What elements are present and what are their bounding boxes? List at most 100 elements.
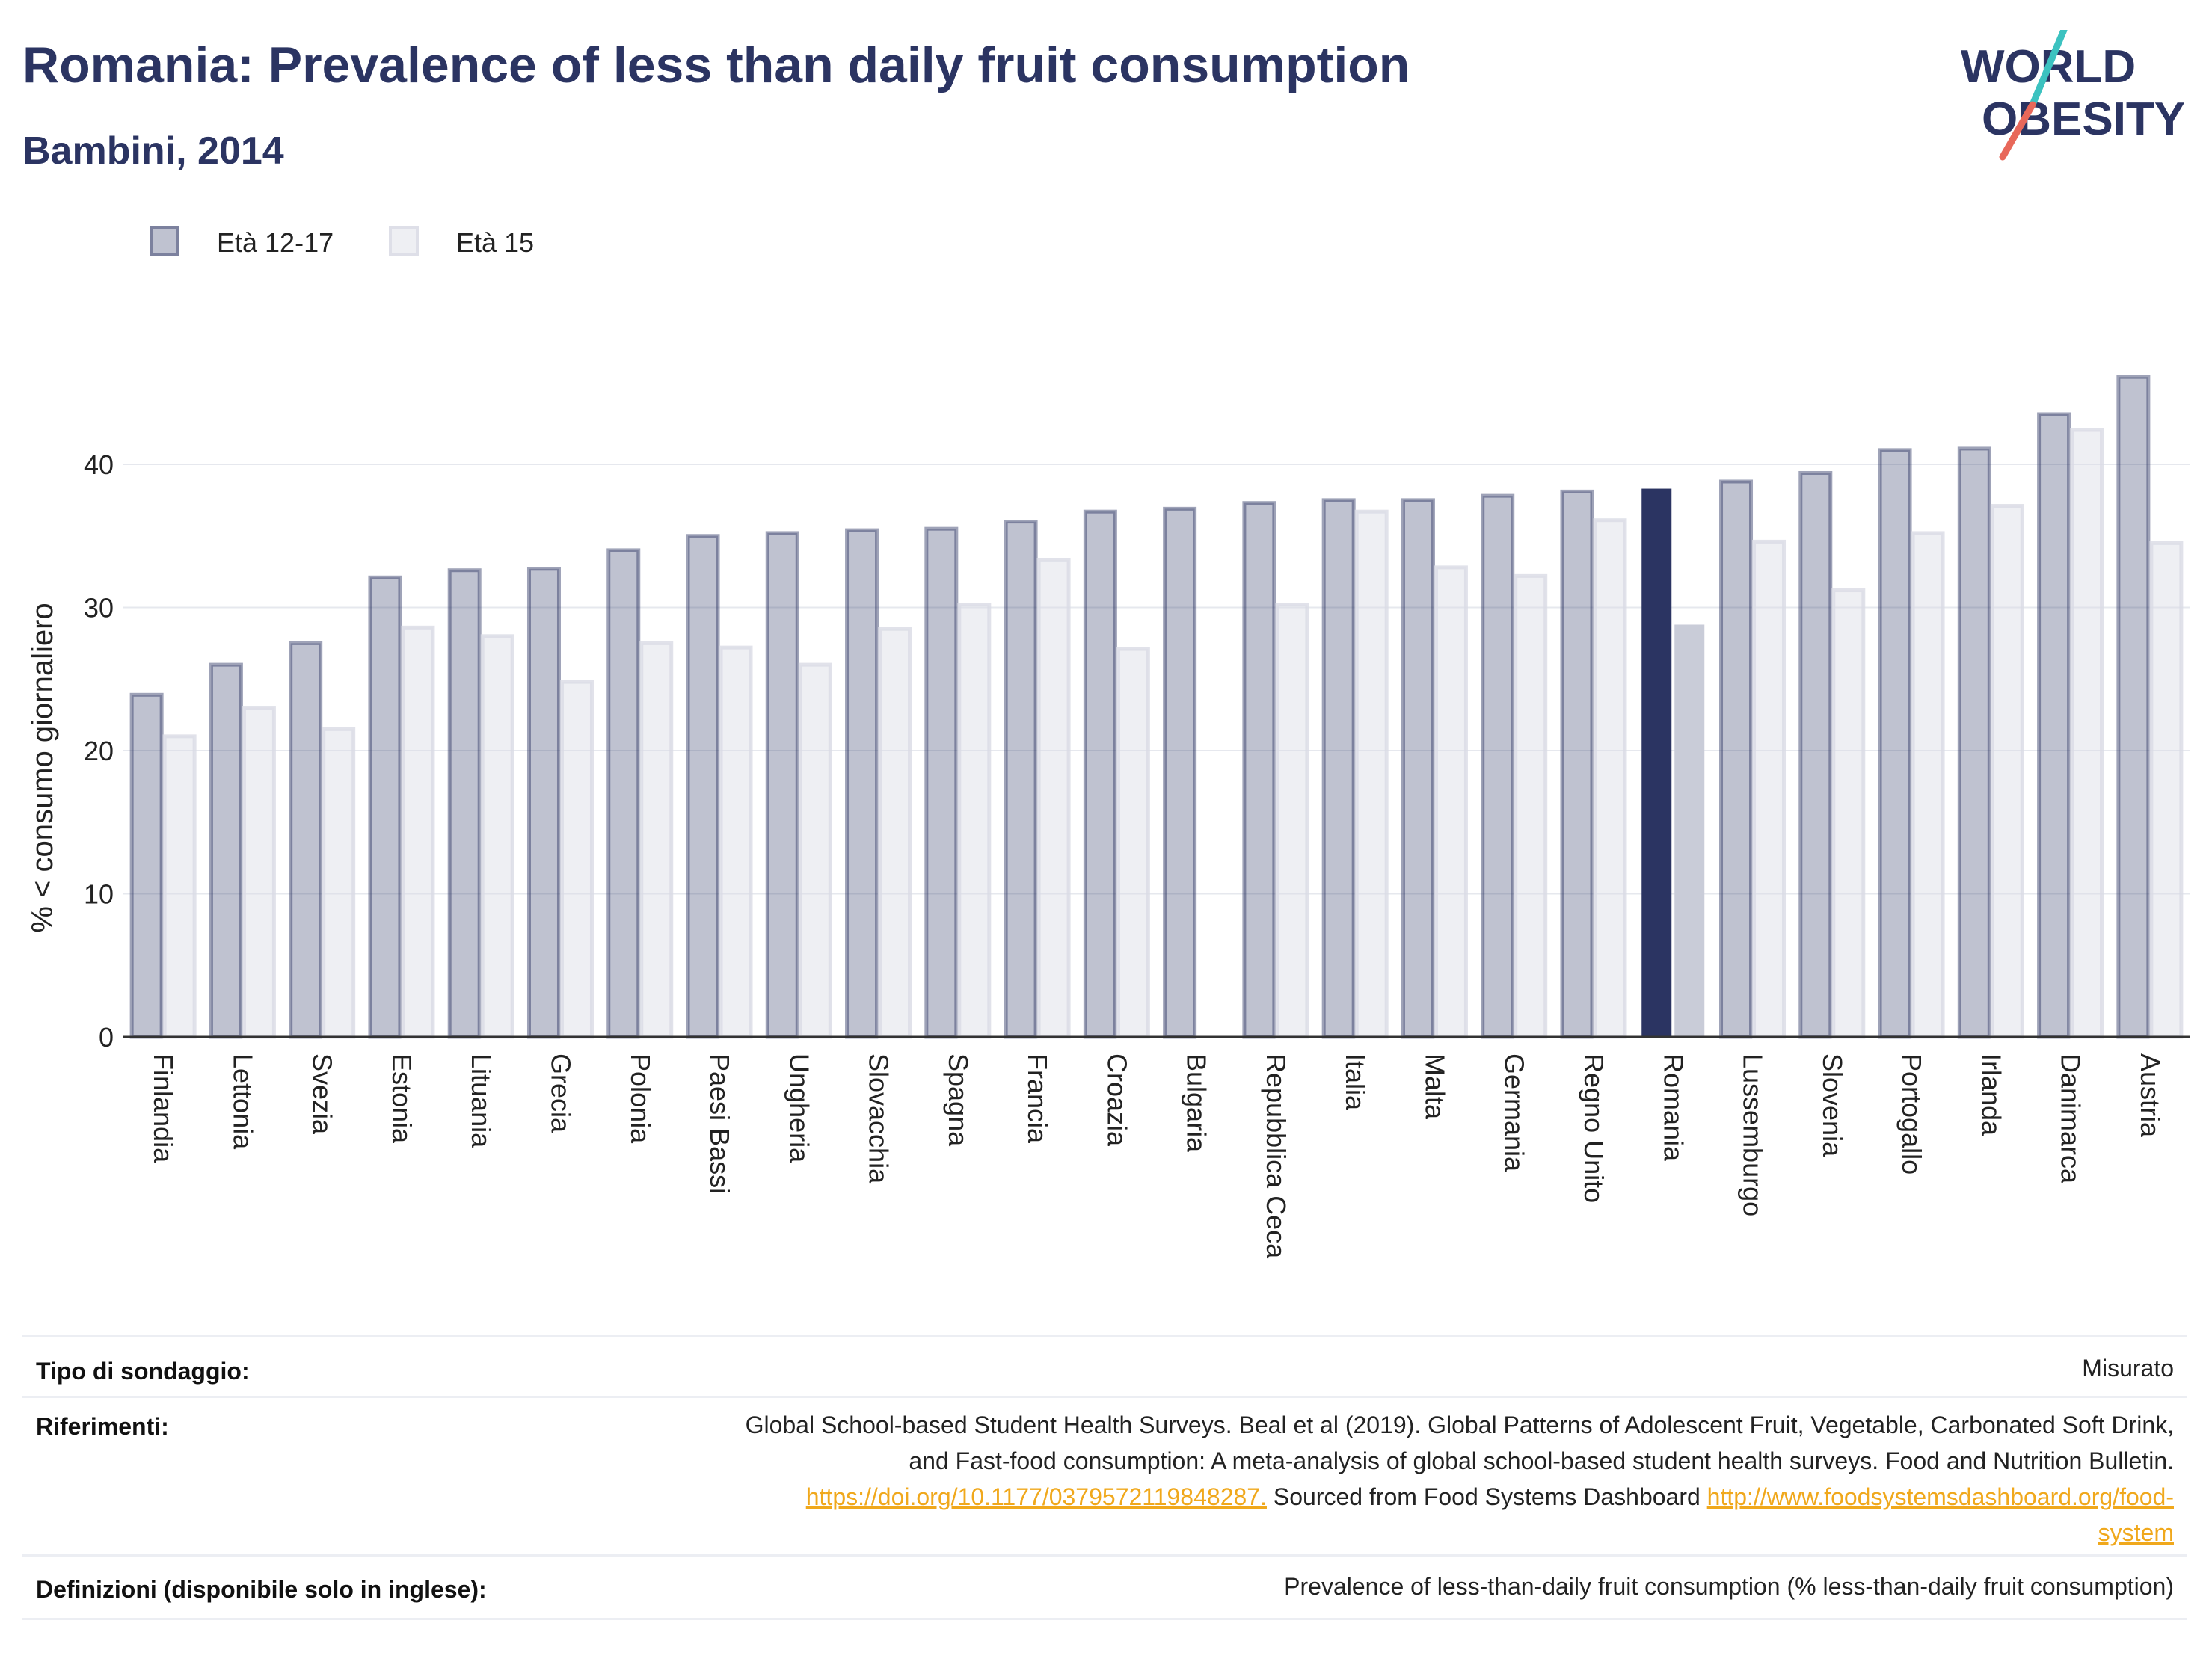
- x-tick-label: Regno Unito: [1579, 1053, 1609, 1203]
- x-tick-label: Slovacchia: [864, 1053, 894, 1184]
- survey-type-value: Misurato: [2082, 1355, 2174, 1382]
- bar-eta-12-17[interactable]: [845, 528, 879, 1039]
- bar-chart: 0 10 20 30 40 % < consumo giornaliero Finlandi…: [26, 375, 2190, 1259]
- x-tick-label: Francia: [1022, 1053, 1053, 1144]
- bar-eta-12-17[interactable]: [368, 575, 402, 1039]
- bar-eta-12-17[interactable]: [2037, 412, 2071, 1039]
- bar-eta-12-17[interactable]: [1481, 493, 1515, 1039]
- bar-eta-15[interactable]: [1275, 603, 1309, 1039]
- bar-eta-15[interactable]: [480, 634, 514, 1039]
- bar-eta-12-17[interactable]: [1083, 509, 1117, 1039]
- bar-eta-12-17[interactable]: [1798, 470, 1833, 1039]
- bar-eta-12-17[interactable]: [1719, 479, 1754, 1039]
- bar-eta-12-17[interactable]: [686, 534, 720, 1039]
- definitions-row: Definizioni (disponibile solo in inglese…: [22, 1554, 2187, 1620]
- bar-eta-15[interactable]: [2149, 541, 2184, 1039]
- bar-eta-15[interactable]: [719, 645, 753, 1039]
- x-tick-label: Portogallo: [1896, 1053, 1927, 1175]
- x-tick-label: Estonia: [387, 1053, 417, 1144]
- legend-label: Età 12-17: [217, 227, 334, 258]
- bar-eta-15[interactable]: [1354, 509, 1389, 1039]
- bar-eta-12-17[interactable]: [1878, 448, 1912, 1039]
- references-label: Riferimenti:: [36, 1413, 169, 1440]
- doi-link[interactable]: https://doi.org/10.1177/0379572119848287…: [805, 1483, 1267, 1510]
- bar-eta-12-17[interactable]: [447, 568, 482, 1039]
- x-tick-label: Croazia: [1102, 1053, 1132, 1147]
- bar-eta-12-17[interactable]: [1401, 498, 1435, 1039]
- y-tick-label: 40: [84, 449, 114, 480]
- bar-eta-15[interactable]: [1593, 518, 1627, 1039]
- bar-eta-15[interactable]: [1674, 624, 1705, 1037]
- x-tick-label: Paesi Bassi: [704, 1053, 735, 1194]
- bar-eta-12-17[interactable]: [1321, 498, 1356, 1039]
- bar-eta-12-17[interactable]: [1641, 488, 1672, 1037]
- bar-eta-15[interactable]: [162, 734, 197, 1039]
- bar-eta-15[interactable]: [1434, 565, 1468, 1039]
- bar-eta-12-17[interactable]: [1560, 489, 1594, 1039]
- bar-eta-12-17[interactable]: [526, 567, 561, 1039]
- bar-eta-15[interactable]: [559, 680, 594, 1039]
- bar-eta-12-17[interactable]: [209, 662, 243, 1039]
- references-line4: system: [746, 1515, 2174, 1551]
- dashboard-link-part1[interactable]: http://www.foodsystemsdashboard.org/food…: [1706, 1483, 2174, 1510]
- references-line3: https://doi.org/10.1177/0379572119848287…: [746, 1479, 2174, 1515]
- x-tick-label: Malta: [1419, 1053, 1450, 1120]
- legend-label: Età 15: [456, 227, 535, 258]
- x-tick-label: Lettonia: [227, 1053, 258, 1150]
- y-tick-label: 10: [84, 879, 114, 910]
- chart-title: Romania: Prevalence of less than daily f…: [22, 37, 1410, 93]
- bar-eta-15[interactable]: [1116, 647, 1150, 1039]
- x-tick-label: Bulgaria: [1182, 1053, 1212, 1153]
- bar-eta-12-17[interactable]: [129, 692, 164, 1039]
- x-tick-label: Romania: [1658, 1053, 1689, 1162]
- bar-eta-12-17[interactable]: [1242, 501, 1276, 1039]
- dashboard-link-part2[interactable]: system: [2098, 1519, 2174, 1546]
- bar-eta-12-17[interactable]: [1957, 446, 1991, 1039]
- bar-eta-15[interactable]: [1990, 504, 2024, 1039]
- bar-eta-15[interactable]: [1514, 573, 1548, 1039]
- definitions-value: Prevalence of less-than-daily fruit cons…: [1284, 1573, 2174, 1600]
- bar-eta-12-17[interactable]: [1163, 506, 1197, 1039]
- world-obesity-logo: WORLD OBESITY: [1961, 30, 2185, 161]
- bar-eta-15[interactable]: [322, 727, 356, 1039]
- bar-eta-12-17[interactable]: [765, 531, 799, 1039]
- y-axis-title: % < consumo giornaliero: [26, 603, 59, 932]
- references-line1: Global School-based Student Health Surve…: [745, 1412, 2174, 1438]
- bar-eta-15[interactable]: [1911, 531, 1945, 1039]
- x-tick-label: Polonia: [625, 1053, 656, 1144]
- logo-slash-red: [1999, 101, 2036, 161]
- x-tick-label: Repubblica Ceca: [1261, 1053, 1291, 1259]
- survey-type-row: Tipo di sondaggio: Misurato: [22, 1335, 2187, 1398]
- survey-type-label: Tipo di sondaggio:: [36, 1358, 250, 1385]
- bar-eta-15[interactable]: [878, 627, 912, 1039]
- x-tick-label: Slovenia: [1817, 1053, 1848, 1157]
- y-tick-label: 0: [99, 1022, 114, 1053]
- logo-slash-teal: [2029, 30, 2068, 108]
- bar-eta-15[interactable]: [1831, 588, 1866, 1039]
- x-tick-label: Finlandia: [148, 1053, 179, 1163]
- bar-eta-12-17[interactable]: [289, 641, 323, 1039]
- x-tick-label: Irlanda: [1976, 1053, 2006, 1136]
- bar-eta-15[interactable]: [957, 603, 992, 1039]
- chart-subtitle: Bambini, 2014: [22, 129, 284, 173]
- references-line2: and Fast-food consumption: A meta-analys…: [909, 1447, 2174, 1474]
- bar-eta-15[interactable]: [798, 662, 832, 1039]
- x-tick-label: Italia: [1340, 1053, 1371, 1111]
- x-tick-label: Ungheria: [784, 1053, 814, 1163]
- bar-eta-12-17[interactable]: [924, 526, 959, 1039]
- bar-eta-12-17[interactable]: [2116, 375, 2151, 1039]
- bar-eta-15[interactable]: [1752, 539, 1787, 1039]
- bar-eta-15[interactable]: [639, 641, 674, 1039]
- references-value: Global School-based Student Health Surve…: [746, 1407, 2174, 1551]
- x-tick-label: Lituania: [466, 1053, 497, 1148]
- bar-eta-15[interactable]: [2070, 428, 2104, 1039]
- references-row: Riferimenti: Global School-based Student…: [22, 1396, 2187, 1557]
- bar-eta-15[interactable]: [242, 706, 276, 1039]
- y-tick-label: 30: [84, 593, 114, 624]
- bar-eta-12-17[interactable]: [1004, 520, 1038, 1039]
- bar-eta-15[interactable]: [1036, 558, 1071, 1039]
- bar-eta-15[interactable]: [401, 625, 435, 1039]
- bar-eta-12-17[interactable]: [606, 548, 641, 1039]
- x-tick-label: Germania: [1499, 1053, 1530, 1172]
- references-mid: Sourced from Food Systems Dashboard: [1266, 1483, 1707, 1510]
